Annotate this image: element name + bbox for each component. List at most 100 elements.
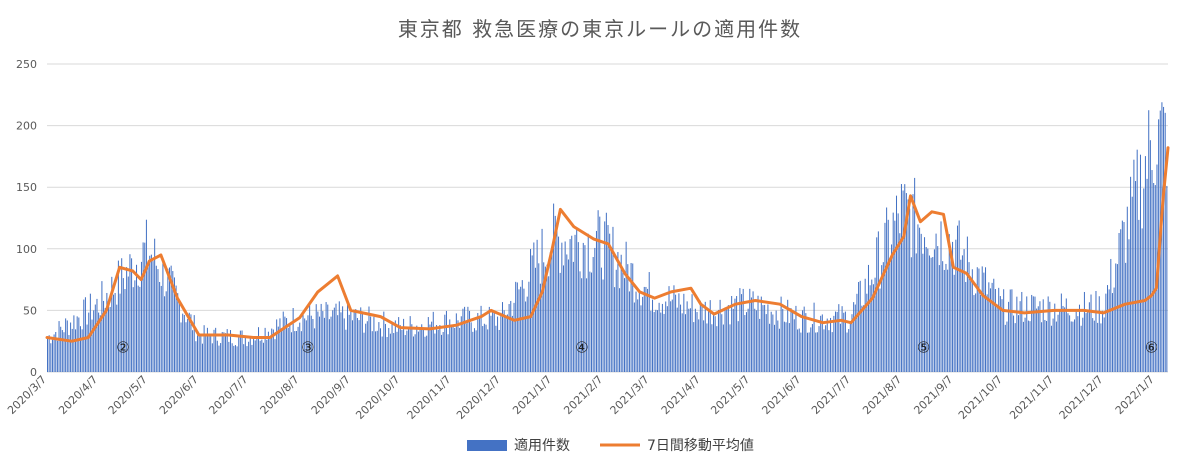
bar: [1070, 321, 1072, 372]
bar: [952, 241, 954, 372]
bar: [197, 335, 199, 372]
bar: [437, 329, 439, 372]
bar: [1062, 305, 1064, 372]
bar: [1120, 229, 1122, 372]
bar: [404, 335, 406, 372]
bar: [305, 320, 307, 372]
y-tick-label: 100: [16, 243, 37, 256]
bar: [399, 325, 401, 372]
bar: [167, 268, 169, 372]
bar: [1087, 311, 1089, 372]
bar: [515, 281, 517, 372]
bar: [1097, 322, 1099, 372]
bar: [249, 337, 251, 372]
bar: [562, 265, 565, 372]
bar: [455, 313, 457, 372]
bar: [350, 311, 352, 372]
bar: [741, 294, 743, 372]
bar: [478, 316, 480, 372]
bar: [511, 315, 513, 372]
bar: [373, 316, 375, 372]
bar: [937, 246, 939, 372]
y-axis-ticks: 0 50 100 150 200 250: [16, 58, 37, 379]
y-tick-label: 200: [16, 120, 37, 133]
bar: [1072, 321, 1074, 372]
bar: [351, 320, 353, 372]
bar: [251, 344, 253, 372]
bar: [91, 319, 93, 372]
bar: [253, 338, 255, 372]
bar: [277, 326, 279, 372]
bar: [427, 317, 429, 372]
bar: [312, 319, 314, 372]
bar: [129, 254, 131, 372]
bar: [783, 321, 785, 372]
bar: [162, 260, 164, 372]
bar: [643, 286, 645, 372]
bar: [1125, 262, 1127, 372]
legend-label-line: 7日間移動平均値: [647, 438, 754, 454]
bar: [554, 215, 556, 372]
bar: [1121, 220, 1123, 372]
bar: [154, 238, 156, 372]
bar: [754, 308, 756, 372]
bar: [304, 318, 306, 372]
bar: [51, 339, 53, 372]
bar: [900, 184, 902, 372]
bar: [854, 304, 856, 372]
bar: [714, 316, 716, 372]
bar: [604, 221, 606, 372]
bar: [61, 330, 63, 372]
bar: [955, 239, 957, 372]
bar: [307, 315, 309, 372]
bar: [576, 229, 578, 372]
bar: [508, 304, 510, 372]
bar: [765, 314, 767, 372]
bar: [945, 263, 947, 372]
bar: [910, 257, 912, 372]
bar: [922, 253, 924, 372]
bar: [1009, 289, 1011, 372]
bar: [473, 328, 475, 372]
bar: [683, 293, 685, 372]
bar: [696, 312, 698, 372]
bar: [353, 309, 355, 372]
x-tick-label: 2021/9/7: [911, 373, 955, 417]
bar: [182, 313, 184, 372]
bar: [53, 334, 55, 372]
bar: [187, 318, 189, 372]
bar: [180, 322, 182, 372]
bar: [299, 322, 301, 372]
bar: [704, 301, 706, 372]
bar: [1153, 183, 1155, 372]
bar: [459, 327, 461, 372]
bar: [996, 304, 998, 372]
bar: [933, 249, 935, 372]
bar: [981, 266, 983, 372]
bar: [96, 298, 98, 372]
bar: [861, 305, 863, 372]
bar: [1004, 324, 1006, 372]
bar: [462, 308, 464, 372]
bar: [693, 322, 695, 372]
bar: [450, 326, 452, 372]
bar: [241, 330, 243, 372]
bar: [426, 335, 428, 372]
bar: [867, 264, 869, 372]
bar: [638, 290, 640, 372]
x-tick-label: 2020/10/7: [353, 373, 402, 422]
bar: [619, 288, 621, 372]
bar: [236, 346, 238, 372]
bar: [472, 331, 474, 372]
bar: [469, 310, 471, 372]
bar: [1021, 291, 1023, 372]
bar: [370, 316, 372, 372]
x-tick-label: 2021/12/7: [1057, 373, 1106, 422]
bar: [1110, 258, 1112, 372]
bar: [950, 254, 952, 372]
bar: [1064, 307, 1066, 372]
x-tick-label: 2021/4/7: [659, 373, 703, 417]
bar: [233, 345, 235, 372]
bar: [1034, 296, 1036, 372]
bar: [688, 308, 690, 372]
